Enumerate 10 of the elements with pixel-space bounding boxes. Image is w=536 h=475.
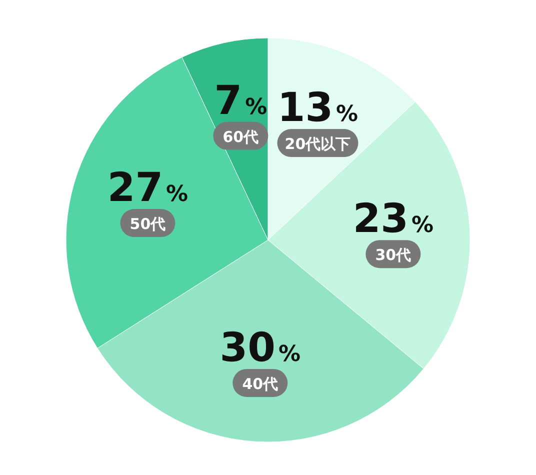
slice-label: 40代	[242, 374, 278, 393]
slice-label: 30代	[375, 246, 412, 264]
slice-label: 60代	[222, 128, 259, 146]
data-label: 13%	[277, 85, 358, 132]
data-label: 30%	[220, 324, 300, 371]
slice-label: 20代以下	[284, 135, 351, 154]
data-label: 7%	[214, 78, 268, 124]
data-label: 27%	[107, 165, 188, 212]
slice-label: 50代	[130, 215, 166, 234]
data-label: 23%	[352, 196, 434, 242]
